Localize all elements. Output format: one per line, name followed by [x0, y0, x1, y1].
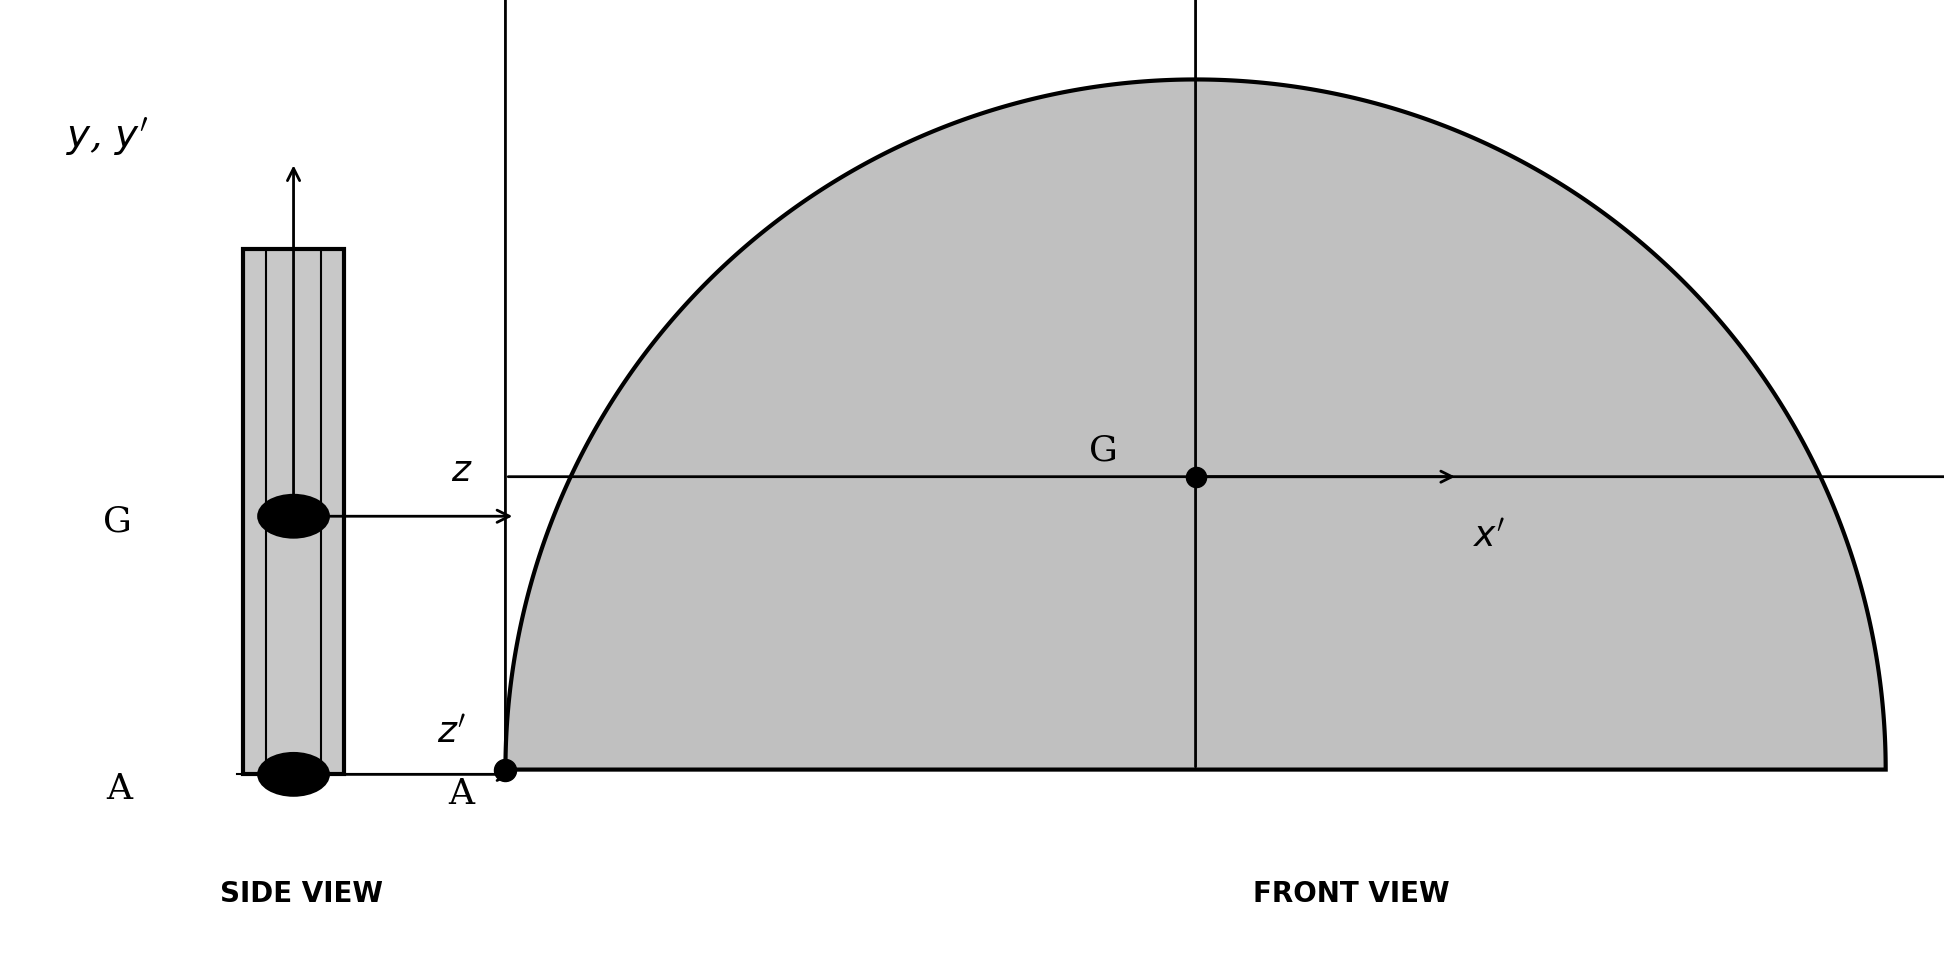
Bar [243, 249, 344, 774]
Text: G: G [103, 504, 132, 538]
Text: $z'$: $z'$ [437, 716, 467, 750]
Text: $z$: $z$ [451, 453, 472, 488]
Text: A: A [449, 777, 474, 812]
Point [1180, 469, 1211, 485]
Text: G: G [1089, 433, 1118, 467]
Text: FRONT VIEW: FRONT VIEW [1252, 880, 1450, 908]
Text: $x'$: $x'$ [1474, 520, 1507, 554]
Text: SIDE VIEW: SIDE VIEW [220, 880, 383, 908]
Ellipse shape [259, 495, 329, 537]
Ellipse shape [259, 753, 329, 795]
Text: A: A [107, 771, 132, 806]
Polygon shape [505, 79, 1886, 770]
Point [490, 762, 521, 777]
Text: $y$, $y'$: $y$, $y'$ [66, 116, 148, 158]
